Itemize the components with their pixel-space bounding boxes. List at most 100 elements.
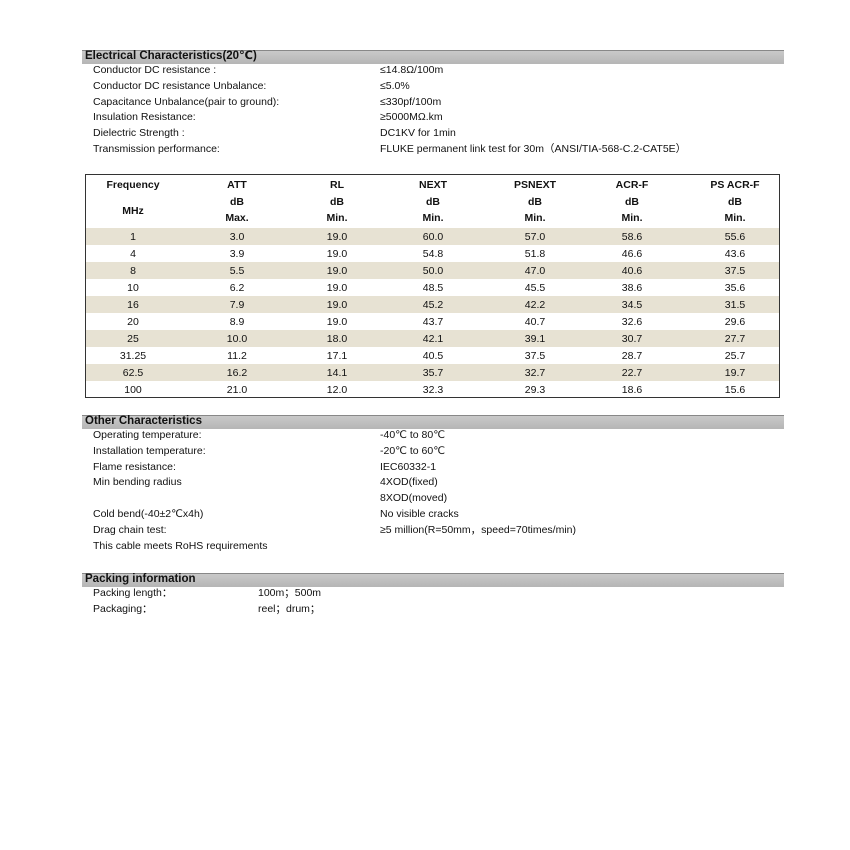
row-value: ≤14.8Ω/100m <box>380 64 444 76</box>
section-title: Electrical Characteristics(20℃) <box>85 50 257 62</box>
table-cell: 51.8 <box>524 248 546 260</box>
row-label: Operating temperature: <box>93 429 202 441</box>
table-cell: 37.5 <box>524 350 546 362</box>
table-cell: 50.0 <box>422 265 444 277</box>
column-unit: dB <box>230 196 244 208</box>
table-cell: 57.0 <box>524 231 546 243</box>
row-value: ≤330pf/100m <box>380 95 442 108</box>
table-cell: 7.9 <box>229 299 245 311</box>
table-cell: 29.6 <box>724 316 746 328</box>
table-cell: 32.3 <box>422 384 444 396</box>
table-cell: 5.5 <box>229 265 245 277</box>
table-cell: 100 <box>124 384 142 396</box>
row-value: ≤5.0% <box>380 79 410 92</box>
table-cell: 35.7 <box>422 367 444 379</box>
row-value: IEC60332-1 <box>380 460 437 473</box>
row-label: Capacitance Unbalance(pair to ground): <box>93 95 280 108</box>
column-limit: Max. <box>225 212 249 224</box>
column-header: PSNEXT <box>513 179 557 191</box>
row-value: -40℃ to 80℃ <box>380 429 446 441</box>
column-limit: Min. <box>422 212 444 224</box>
column-unit: dB <box>625 196 639 208</box>
column-limit: Min. <box>621 212 643 224</box>
table-cell: 18.0 <box>326 333 348 345</box>
table-cell: 19.7 <box>724 367 746 379</box>
table-cell: 40.7 <box>524 316 546 328</box>
table-cell: 8.9 <box>229 316 245 328</box>
row-band <box>86 296 779 313</box>
section-bar <box>82 50 784 64</box>
table-cell: 54.8 <box>422 248 444 260</box>
table-cell: 42.1 <box>422 333 444 345</box>
table-cell: 39.1 <box>524 333 546 345</box>
table-cell: 19.0 <box>326 248 348 260</box>
row-label: Conductor DC resistance Unbalance: <box>93 79 267 92</box>
table-cell: 18.6 <box>621 384 643 396</box>
table-cell: 42.2 <box>524 299 546 311</box>
row-label: Packing length： <box>93 587 173 599</box>
row-label: Cold bend(-40±2℃x4h) <box>93 508 204 520</box>
table-cell: 19.0 <box>326 316 348 328</box>
column-unit: dB <box>528 196 542 208</box>
table-cell: 45.2 <box>422 299 444 311</box>
table-cell: 27.7 <box>724 333 746 345</box>
column-header: RL <box>330 179 344 191</box>
table-cell: 45.5 <box>524 282 546 294</box>
table-cell: 10.0 <box>226 333 248 345</box>
row-label: Conductor DC resistance : <box>93 64 217 76</box>
row-band <box>86 262 779 279</box>
table-cell: 32.6 <box>621 316 643 328</box>
row-label: Drag chain test: <box>93 523 167 536</box>
table-cell: 35.6 <box>724 282 746 294</box>
table-border <box>85 174 780 398</box>
table-cell: 4 <box>130 248 136 260</box>
table-cell: 11.2 <box>227 350 247 362</box>
table-cell: 20 <box>127 316 139 328</box>
table-cell: 43.7 <box>422 316 444 328</box>
row-value: 8XOD(moved) <box>380 492 448 505</box>
column-header: NEXT <box>418 179 448 191</box>
row-value: DC1KV for 1min <box>380 127 456 140</box>
section-title: Packing information <box>85 573 196 585</box>
column-limit: Min. <box>724 212 746 224</box>
column-limit: Min. <box>524 212 546 224</box>
table-cell: 16 <box>127 299 139 311</box>
table-cell: 62.5 <box>122 367 144 379</box>
column-unit: dB <box>426 196 440 208</box>
table-cell: 15.6 <box>724 384 746 396</box>
table-cell: 1 <box>130 231 136 243</box>
row-value: ≥5000MΩ.km <box>380 111 443 124</box>
table-cell: 21.0 <box>226 384 248 396</box>
column-header: ATT <box>227 179 247 191</box>
table-cell: 3.0 <box>229 231 245 243</box>
table-cell: 58.6 <box>621 231 643 243</box>
row-label: Installation temperature: <box>93 444 206 457</box>
section-bar <box>82 573 784 587</box>
table-cell: 16.2 <box>226 367 248 379</box>
table-cell: 25 <box>127 333 139 345</box>
table-cell: 38.6 <box>621 282 643 294</box>
table-cell: 40.6 <box>621 265 643 277</box>
column-unit: dB <box>330 196 344 208</box>
row-label: Transmission performance: <box>93 143 220 155</box>
row-label: Min bending radius <box>93 476 182 489</box>
row-value: 4XOD(fixed) <box>380 476 438 489</box>
frequency-unit: MHz <box>122 205 144 217</box>
section-title: Other Characteristics <box>85 415 202 427</box>
table-cell: 34.5 <box>621 299 643 311</box>
table-cell: 3.9 <box>229 248 245 260</box>
table-cell: 40.5 <box>422 350 444 362</box>
table-cell: 37.5 <box>724 265 746 277</box>
column-header: Frequency <box>106 179 160 191</box>
row-band <box>86 330 779 347</box>
table-cell: 6.2 <box>229 282 245 294</box>
row-value: FLUKE permanent link test for 30m（ANSI/T… <box>380 143 687 155</box>
row-label: Flame resistance: <box>93 460 176 473</box>
row-value: 100m；500m <box>258 587 322 599</box>
table-cell: 31.5 <box>724 299 746 311</box>
table-cell: 30.7 <box>621 333 643 345</box>
table-cell: 29.3 <box>524 384 546 396</box>
row-label: Dielectric Strength : <box>93 127 185 140</box>
table-cell: 47.0 <box>524 265 546 277</box>
